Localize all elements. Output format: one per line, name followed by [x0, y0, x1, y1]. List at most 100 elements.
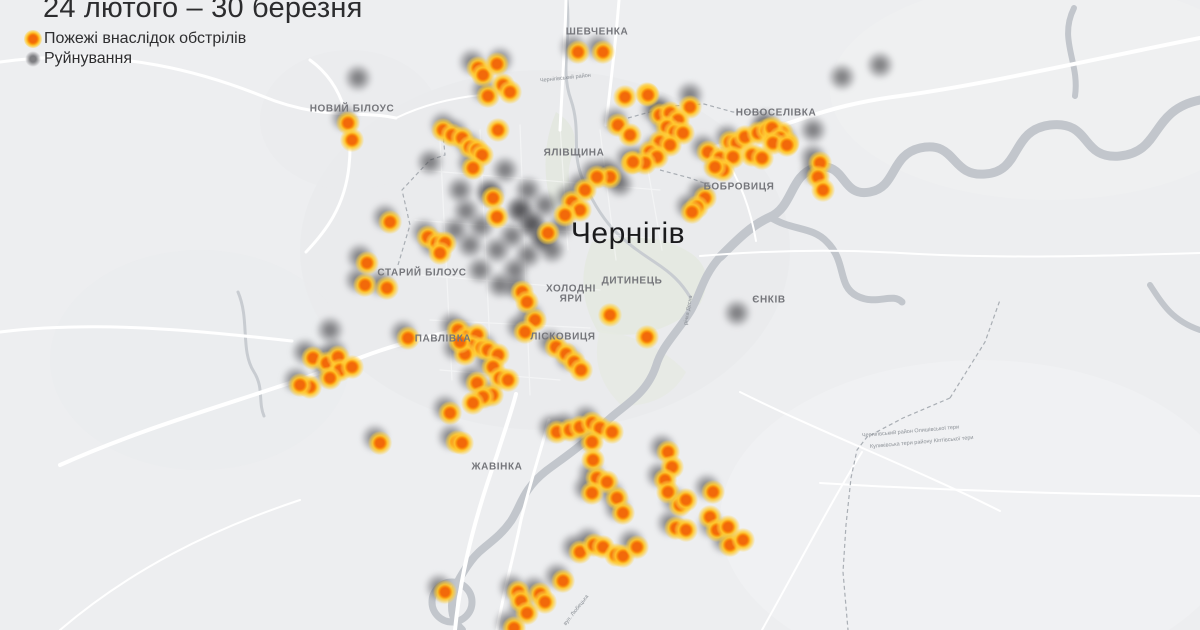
ruin-dot: [696, 510, 726, 540]
ruin-dot: [712, 122, 742, 152]
fire-dot: [536, 221, 560, 245]
fire-dot: [488, 366, 512, 390]
fire-dot: [431, 118, 455, 142]
ruin-dot: [445, 175, 475, 205]
fire-dot: [545, 420, 569, 444]
map-tiny-label: Куликівська тери району Кіптівської тери: [869, 434, 974, 450]
fire-dot: [711, 158, 735, 182]
fire-dot: [326, 345, 350, 369]
legend-label-fires: Пожежі внаслідок обстрілів: [44, 30, 247, 47]
ruin-dot: [497, 572, 527, 602]
ruin-dot: [482, 235, 512, 265]
ruin-dot: [455, 230, 485, 260]
ruin-dot: [453, 129, 483, 159]
ruin-dot: [428, 110, 458, 140]
fire-dot: [445, 430, 469, 454]
fire-dot: [761, 131, 785, 155]
fire-dot: [598, 165, 622, 189]
fire-dot: [618, 123, 642, 147]
fire-dot: [666, 108, 690, 132]
fire-dot: [498, 80, 522, 104]
ruin-dot: [424, 572, 454, 602]
ruin-dot: [688, 132, 718, 162]
fire-dot: [566, 40, 590, 64]
city-label: Чернігів: [570, 217, 686, 250]
fire-dot: [523, 308, 547, 332]
ruin-dot: [440, 215, 470, 245]
district-label: ЯЛІВЩИНА: [543, 147, 605, 159]
fire-dot: [471, 385, 495, 409]
district-label: ПАВЛІВКА: [414, 333, 472, 345]
ruin-dot: [417, 229, 447, 259]
fire-dot: [606, 113, 630, 137]
district-label: НОВОСЕЛІВКА: [735, 107, 817, 119]
ruin-dot: [571, 422, 601, 452]
ruin-dot: [370, 202, 400, 232]
ruin-dot: [360, 423, 390, 453]
fire-dot: [655, 115, 679, 139]
ruin-dot: [472, 347, 502, 377]
ruin-dot: [506, 593, 536, 623]
fire-dot: [485, 205, 509, 229]
fire-dot: [471, 63, 495, 87]
ruin-dot: [827, 62, 857, 92]
fire-dot: [750, 146, 774, 170]
ruin-dot: [675, 80, 705, 110]
fire-dot: [698, 505, 722, 529]
fire-dot: [674, 488, 698, 512]
ruin-dot: [500, 255, 530, 285]
ruin-dot: [311, 357, 341, 387]
fire-dot: [635, 325, 659, 349]
ruin-dot: [605, 169, 635, 199]
ruin-dot: [493, 608, 523, 630]
map-tiny-label: річка Десна: [683, 295, 695, 326]
fire-dot: [703, 155, 727, 179]
ruin-dot: [513, 175, 543, 205]
fire-dot: [481, 355, 505, 379]
fire-dot: [569, 358, 593, 382]
ruin-dot: [457, 47, 487, 77]
ruin-dot: [455, 148, 485, 178]
fire-dot: [733, 125, 757, 149]
fire-dot: [604, 543, 628, 567]
fire-dot: [428, 241, 452, 265]
fire-dot: [678, 95, 702, 119]
fire-dot: [336, 111, 360, 135]
ruin-dot: [722, 298, 752, 328]
fire-dot: [708, 146, 732, 170]
ruin-dot: [485, 45, 515, 75]
fire-dot: [645, 145, 669, 169]
ruin-dot: [315, 315, 345, 345]
page-title: 24 лютого – 30 березня: [43, 0, 363, 24]
fire-dot: [656, 480, 680, 504]
ruin-dot: [475, 177, 505, 207]
fire-dot: [611, 501, 635, 525]
district-label: НОВИЙ БІЛОУС: [309, 103, 395, 115]
fire-dot: [288, 373, 312, 397]
fire-dot: [506, 580, 530, 604]
fire-dot: [591, 535, 615, 559]
ruin-dot: [517, 209, 547, 239]
fire-dot: [433, 231, 457, 255]
map-tiny-label: Чернігівський район: [539, 72, 592, 84]
fire-dot: [502, 616, 526, 630]
ruin-dot: [640, 132, 670, 162]
fire-dot: [568, 415, 592, 439]
ruin-dot: [597, 161, 627, 191]
ruin-dot: [528, 223, 558, 253]
ruin-dot: [474, 178, 504, 208]
ruin-dot: [343, 63, 373, 93]
fire-dot: [636, 83, 660, 107]
ruin-dot: [415, 147, 445, 177]
ruin-dot: [553, 182, 583, 212]
legend-item-fires: Пожежі внаслідок обстрілів: [24, 29, 246, 49]
fire-dot: [328, 358, 352, 382]
ruin-dot: [769, 123, 799, 153]
fire-dot: [486, 343, 510, 367]
ruin-dot: [505, 195, 535, 225]
ruin-dot: [528, 223, 558, 253]
district-label: ЛІСКОВИЦЯ: [530, 331, 596, 343]
ruin-dot: [655, 508, 685, 538]
fire-dot: [668, 493, 692, 517]
fire-dot: [568, 540, 592, 564]
